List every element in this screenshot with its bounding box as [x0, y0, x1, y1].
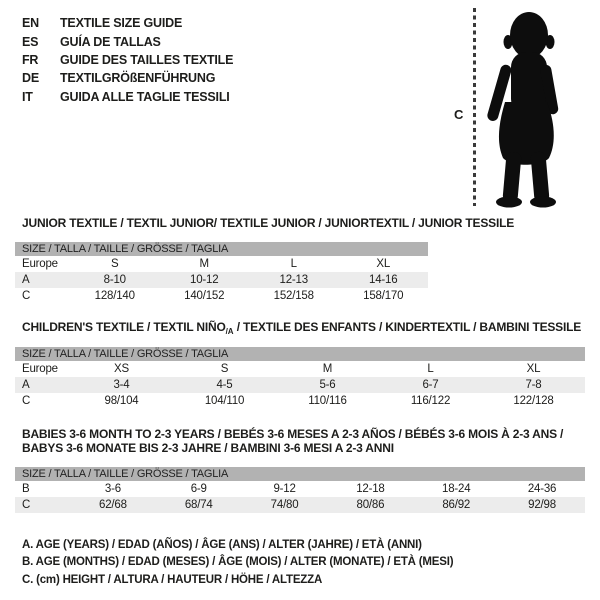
- age-cell: 4-5: [216, 379, 233, 391]
- language-row-de: DE TEXTILGRÖßENFÜHRUNG: [22, 69, 233, 87]
- size-cell: S: [111, 258, 119, 270]
- height-cell: 152/158: [273, 290, 314, 302]
- children-title-text: / TEXTILE DES ENFANTS / KINDERTEXTIL / B…: [233, 320, 582, 334]
- row-label: C: [22, 499, 31, 511]
- age-cell: 5-6: [319, 379, 336, 391]
- height-cell: 68/74: [184, 499, 213, 511]
- row-label: B: [22, 483, 30, 495]
- age-cell: 6-9: [190, 483, 207, 495]
- language-row-es: ES GUÍA DE TALLAS: [22, 32, 233, 50]
- table-row-age-months: B 3-6 6-9 9-12 12-18 18-24 24-36: [15, 481, 585, 497]
- language-title: GUIDE DES TAILLES TEXTILE: [60, 52, 234, 67]
- language-code: DE: [22, 71, 39, 86]
- babies-section-title-line1: BABIES 3-6 MONTH TO 2-3 YEARS / BEBÉS 3-…: [22, 427, 564, 441]
- height-cell: 92/98: [528, 499, 556, 511]
- height-cell: 86/92: [442, 499, 471, 511]
- footnote-age-months: B. AGE (MONTHS) / EDAD (MESES) / ÂGE (MO…: [22, 556, 454, 569]
- age-cell: 9-12: [273, 483, 296, 495]
- table-row-age: A 8-10 10-12 12-13 14-16: [15, 272, 428, 288]
- age-cell: 7-8: [525, 379, 542, 391]
- height-cell: 98/104: [104, 395, 139, 407]
- row-label: A: [22, 274, 30, 286]
- size-cell: XL: [376, 258, 391, 270]
- table-row-height: C 128/140 140/152 152/158 158/170: [15, 288, 428, 304]
- babies-size-table: SIZE / TALLA / TAILLE / GRÖSSE / TAGLIA …: [15, 467, 585, 513]
- language-title: GUÍA DE TALLAS: [60, 34, 161, 49]
- age-cell: 8-10: [103, 274, 126, 286]
- table-row-age: A 3-4 4-5 5-6 6-7 7-8: [15, 377, 585, 393]
- age-cell: 12-13: [279, 274, 309, 286]
- children-title-subscript: /A: [225, 326, 234, 336]
- toddler-silhouette-icon: [487, 12, 559, 208]
- age-cell: 10-12: [190, 274, 219, 286]
- junior-size-table: SIZE / TALLA / TAILLE / GRÖSSE / TAGLIA …: [15, 242, 428, 304]
- size-cell: S: [220, 363, 229, 375]
- table-row-europe: Europe XS S M L XL: [15, 361, 585, 377]
- language-row-en: EN TEXTILE SIZE GUIDE: [22, 14, 233, 32]
- language-code: FR: [22, 52, 39, 67]
- legend-footnotes: A. AGE (YEARS) / EDAD (AÑOS) / ÂGE (ANS)…: [22, 536, 454, 589]
- children-title-text: CHILDREN'S TEXTILE / TEXTIL NIÑO: [22, 320, 226, 334]
- footnote-age-years: A. AGE (YEARS) / EDAD (AÑOS) / ÂGE (ANS)…: [22, 538, 422, 551]
- size-cell: XL: [526, 363, 541, 375]
- age-cell: 18-24: [442, 483, 471, 495]
- row-label: C: [22, 290, 31, 302]
- height-cell: 158/170: [363, 290, 404, 302]
- row-label: Europe: [22, 363, 58, 375]
- height-dashed-line: [473, 8, 476, 206]
- children-section-title: CHILDREN'S TEXTILE / TEXTIL NIÑO/A / TEX…: [22, 320, 581, 336]
- size-cell: L: [427, 363, 434, 375]
- age-cell: 3-6: [104, 483, 121, 495]
- age-cell: 3-4: [113, 379, 130, 391]
- table-row-height: C 62/68 68/74 74/80 80/86 86/92 92/98: [15, 497, 585, 513]
- language-code: ES: [22, 34, 39, 49]
- children-size-table: SIZE / TALLA / TAILLE / GRÖSSE / TAGLIA …: [15, 347, 585, 409]
- size-cell: L: [290, 258, 297, 270]
- size-cell: M: [199, 258, 210, 270]
- language-title: GUIDA ALLE TAGLIE TESSILI: [60, 89, 230, 104]
- babies-section-title-line2: BABYS 3-6 MONATE BIS 2-3 JAHRE / BAMBINI…: [22, 441, 394, 455]
- table-row-height: C 98/104 104/110 110/116 116/122 122/128: [15, 393, 585, 409]
- row-label: C: [22, 395, 31, 407]
- height-cell: 110/116: [308, 395, 347, 407]
- language-title: TEXTILGRÖßENFÜHRUNG: [60, 71, 216, 86]
- height-cell: 140/152: [184, 290, 225, 302]
- language-row-it: IT GUIDA ALLE TAGLIE TESSILI: [22, 88, 233, 106]
- height-cell: 116/122: [410, 395, 451, 407]
- size-cell: M: [322, 363, 333, 375]
- height-cell: 122/128: [513, 395, 554, 407]
- language-code: IT: [22, 89, 33, 104]
- size-header-band: SIZE / TALLA / TAILLE / GRÖSSE / TAGLIA: [15, 347, 585, 361]
- language-code: EN: [22, 16, 39, 31]
- height-measure-label: C: [454, 107, 464, 122]
- height-cell: 74/80: [270, 499, 299, 511]
- age-cell: 12-18: [356, 483, 385, 495]
- junior-section-title: JUNIOR TEXTILE / TEXTIL JUNIOR/ TEXTILE …: [22, 216, 515, 230]
- language-row-fr: FR GUIDE DES TAILLES TEXTILE: [22, 51, 233, 69]
- table-row-europe: Europe S M L XL: [15, 256, 428, 272]
- height-cell: 128/140: [94, 290, 135, 302]
- age-cell: 14-16: [369, 274, 398, 286]
- language-title-list: EN TEXTILE SIZE GUIDE ES GUÍA DE TALLAS …: [22, 14, 233, 106]
- size-cell: XS: [114, 363, 129, 375]
- size-header-band: SIZE / TALLA / TAILLE / GRÖSSE / TAGLIA: [15, 467, 585, 481]
- row-label: Europe: [22, 258, 58, 270]
- age-cell: 6-7: [422, 379, 439, 391]
- height-cell: 62/68: [99, 499, 127, 511]
- size-header-band: SIZE / TALLA / TAILLE / GRÖSSE / TAGLIA: [15, 242, 428, 256]
- language-title: TEXTILE SIZE GUIDE: [60, 16, 183, 31]
- row-label: A: [22, 379, 30, 391]
- age-cell: 24-36: [527, 483, 557, 495]
- footnote-height: C. (cm) HEIGHT / ALTURA / HAUTEUR / HÖHE…: [22, 573, 323, 586]
- height-cell: 80/86: [356, 499, 385, 511]
- height-cell: 104/110: [204, 395, 245, 407]
